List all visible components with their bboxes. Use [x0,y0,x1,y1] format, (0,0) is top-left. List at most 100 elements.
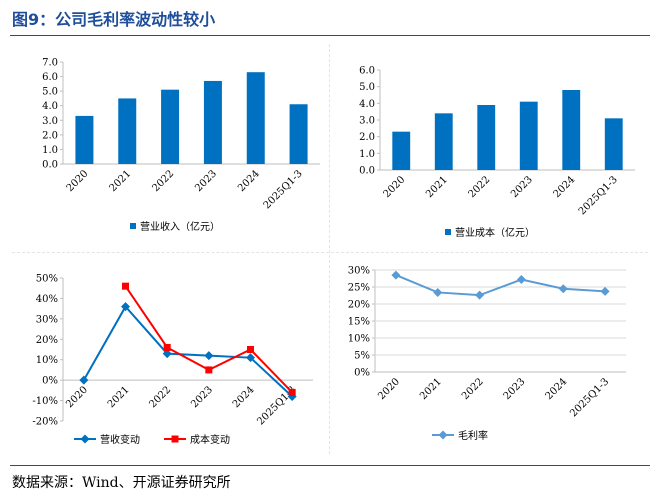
legend-swatch [445,229,451,235]
y-tick-label: -10% [32,396,58,407]
x-tick-label: 2020 [382,174,408,200]
legend-marker [171,435,179,443]
bar [246,72,265,164]
footer-rule [10,465,650,466]
data-point [205,366,213,374]
y-tick-label: 50% [36,274,58,285]
y-tick-label: 6.0 [42,72,58,83]
y-tick-label: 0.0 [42,160,58,171]
data-point [288,388,296,396]
x-tick-label: 2020 [376,376,402,402]
y-tick-label: 4.0 [42,101,58,112]
y-tick-label: 0% [354,368,370,379]
data-point [391,270,401,280]
x-tick-label: 2025Q1-3 [568,376,611,419]
y-tick-label: 0% [42,376,58,387]
margin-line-chart: 0% 5% 10% 15% 20% 25% 30% 2020 2021 2022 2023 20242… [348,266,626,442]
x-tick-label: 2020 [65,168,91,194]
data-point [600,286,610,296]
legend-swatch [130,223,136,229]
legend-label: 营收变动 [100,433,140,446]
series-line [395,274,606,297]
panel-divider-vertical [329,44,330,454]
x-tick-label: 2023 [509,174,535,200]
y-tick-label: 6.0 [359,66,375,77]
x-tick-label: 2023 [189,384,215,410]
y-tick-label: 3.0 [42,116,58,127]
legend-label: 成本变动 [190,433,230,446]
data-point [475,290,485,300]
title-rule [10,35,650,36]
bar [477,105,496,170]
y-tick-label: 4.0 [359,99,375,110]
y-tick-label: 2.0 [359,132,375,143]
x-tick-label: 2021 [106,384,132,410]
bar [562,90,581,170]
x-tick-label: 2021 [424,174,450,200]
bar [161,89,180,164]
x-tick-label: 2021 [418,376,444,402]
y-tick-label: 10% [348,334,370,345]
y-tick-label: 20% [36,335,58,346]
legend-label: 毛利率 [458,429,488,442]
legend-marker [80,434,90,444]
x-tick-label: 2024 [231,384,257,410]
data-point [163,343,171,351]
data-point [433,287,443,297]
data-point [516,275,526,285]
y-tick-label: 5.0 [42,87,58,98]
y-tick-label: 0.0 [359,166,375,177]
y-tick-label: 1.0 [42,145,58,156]
data-point [204,351,214,361]
y-tick-label: 7.0 [42,58,58,69]
x-tick-label: 2022 [460,376,486,402]
panel-divider-horizontal [12,252,648,253]
x-tick-label: 2023 [193,168,219,194]
data-point [79,375,89,385]
y-tick-label: 30% [36,314,58,325]
bar [203,80,222,164]
x-tick-label: 2022 [467,174,493,200]
y-tick-label: 15% [348,317,370,328]
y-tick-label: -20% [32,417,58,428]
data-point [122,282,129,290]
data-point [121,302,130,312]
y-tick-label: 20% [348,300,370,311]
x-tick-label: 2022 [148,384,174,410]
y-tick-label: 5.0 [359,82,375,93]
series-line [82,304,293,398]
bar [434,113,453,170]
bar [75,115,94,164]
cost-bar-chart: 0.0 1.0 2.0 3.0 4.0 5.0 6.0 2020 2021 2022 2023 202… [359,66,635,239]
bar [604,118,623,170]
bar [289,104,308,164]
legend-label: 营业成本（亿元） [455,226,535,239]
y-tick-label: 25% [348,283,370,294]
x-tick-label: 2020 [64,384,90,410]
x-tick-label: 2022 [150,168,176,194]
y-tick-label: 2.0 [42,130,58,141]
data-point [246,353,255,363]
bar [519,101,538,170]
series-line [124,285,293,394]
x-tick-label: 2021 [108,168,134,194]
y-tick-label: 30% [348,266,370,277]
x-tick-label: 2025Q1-3 [262,168,305,211]
legend-label: 营业收入（亿元） [140,220,220,233]
revenue-bar-chart: 0.0 1.0 2.0 3.0 4.0 5.0 6.0 7.0 2020 2021 2022 2023… [42,58,320,233]
y-tick-label: 10% [36,355,58,366]
y-tick-label: 1.0 [359,149,375,160]
y-tick-label: 5% [354,351,370,362]
x-tick-label: 2024 [236,168,262,194]
legend-marker [438,430,448,440]
data-point [558,284,568,294]
data-point [247,346,254,353]
y-tick-label: 3.0 [359,116,375,127]
x-tick-label: 2023 [502,376,528,402]
bar [118,98,137,164]
x-tick-label: 2024 [552,174,578,200]
data-point [162,349,172,359]
change-line-chart: -20% -10% 0% 10% 20% 30% 40% 50% 2020 2021 2022 202… [32,274,313,446]
y-tick-label: 40% [36,294,58,305]
bar [392,131,411,170]
